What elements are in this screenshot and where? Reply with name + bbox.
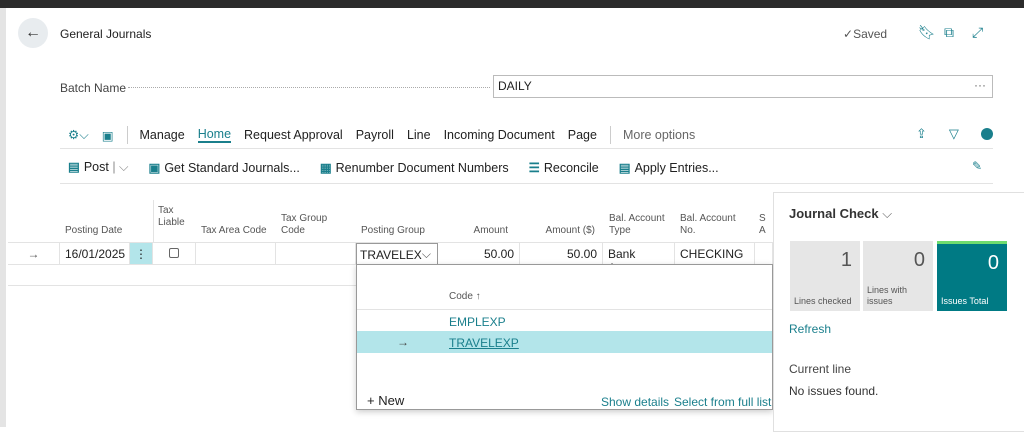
pin-icon[interactable]: ✎: [972, 159, 983, 173]
journal-check-panel: [773, 192, 1024, 432]
left-strip: [0, 8, 6, 427]
menu-line[interactable]: Line: [406, 128, 431, 142]
col-bal-no[interactable]: Bal. Account No.: [680, 213, 736, 236]
renumber-icon: ▦: [319, 160, 332, 175]
renumber-button[interactable]: ▦ Renumber Document Numbers: [319, 160, 509, 175]
col-tax-area[interactable]: Tax Area Code: [201, 225, 267, 236]
info-icon[interactable]: [980, 128, 993, 140]
amount-usd-cell[interactable]: 50.00: [520, 243, 603, 265]
show-details-link[interactable]: Show details: [601, 395, 670, 409]
divider: [60, 183, 993, 184]
actions-icon[interactable]: ⚙︎⌵: [68, 128, 89, 142]
col-amount-usd[interactable]: Amount ($): [545, 225, 595, 236]
divider: [8, 242, 773, 243]
divider: [153, 200, 154, 242]
share-icon[interactable]: ⇪: [916, 126, 927, 141]
menu-page[interactable]: Page: [567, 128, 597, 142]
posting-group-lookup: Code ↑ EMPLEXP → TRAVELEXP + New Show de…: [356, 264, 773, 410]
col-s[interactable]: S A: [759, 213, 766, 236]
action-menu: ⚙︎⌵ ▣ Manage Home Request Approval Payro…: [68, 126, 708, 144]
bal-no-cell[interactable]: CHECKING: [675, 243, 755, 265]
check-icon: ✓: [843, 27, 854, 41]
refresh-link[interactable]: Refresh: [789, 322, 832, 336]
menu-payroll[interactable]: Payroll: [355, 128, 394, 142]
journal-icon: ▣: [148, 160, 161, 175]
col-amount[interactable]: Amount: [473, 225, 508, 236]
dotted-leader: [128, 87, 490, 88]
more-icon[interactable]: ···: [974, 78, 986, 92]
posting-group-select[interactable]: TRAVELEX ⌵: [356, 243, 438, 265]
menu-more-options[interactable]: More options: [622, 128, 696, 142]
apply-entries-button[interactable]: ▤ Apply Entries...: [618, 160, 719, 175]
tile-lines-checked[interactable]: 1 Lines checked: [790, 241, 860, 311]
bookmark-icon[interactable]: 🔖︎: [918, 24, 936, 40]
action-bar: ▤ Post | ⌵ ▣ Get Standard Journals... ▦ Ren…: [68, 159, 739, 175]
saved-status: ✓Saved: [843, 27, 888, 41]
current-line-label: Current line: [789, 362, 852, 376]
row-indicator-arrow-icon: →: [8, 243, 60, 265]
amount-cell[interactable]: 50.00: [438, 243, 520, 265]
tax-area-cell[interactable]: [196, 243, 276, 265]
apply-icon: ▤: [618, 160, 631, 175]
post-icon: ▤: [68, 160, 80, 174]
current-line-text: No issues found.: [789, 384, 879, 398]
menu-request-approval[interactable]: Request Approval: [244, 128, 343, 142]
col-bal-type[interactable]: Bal. Account Type: [609, 213, 665, 236]
chevron-down-icon[interactable]: | ⌵: [112, 160, 129, 174]
menu-incoming-document[interactable]: Incoming Document: [443, 128, 555, 142]
col-tax-group[interactable]: Tax Group Code: [281, 213, 328, 236]
divider: [60, 148, 993, 149]
select-full-list-link[interactable]: Select from full list: [674, 395, 772, 409]
arrow-left-icon: ←: [25, 24, 41, 41]
option-travelexp-row[interactable]: → TRAVELEXP: [357, 331, 772, 353]
page-title: General Journals: [60, 27, 152, 41]
get-standard-journals-button[interactable]: ▣ Get Standard Journals...: [148, 160, 300, 175]
chevron-down-icon[interactable]: ⌵: [882, 206, 893, 221]
reconcile-icon: ☰: [528, 160, 540, 175]
chevron-down-icon[interactable]: ⌵: [421, 247, 431, 261]
reconcile-button[interactable]: ☰ Reconcile: [528, 160, 599, 175]
option-travelexp[interactable]: TRAVELEXP: [449, 336, 519, 350]
post-button[interactable]: ▤ Post | ⌵: [68, 160, 129, 174]
col-posting-date[interactable]: Posting Date: [65, 225, 123, 236]
divider: [357, 309, 772, 310]
bal-type-cell[interactable]: Bank Acco...: [603, 243, 675, 275]
top-bar: [0, 0, 1024, 8]
tax-liable-checkbox[interactable]: [153, 243, 196, 265]
batch-name-field[interactable]: DAILY ···: [493, 75, 993, 98]
menu-manage[interactable]: Manage: [139, 128, 185, 142]
code-column-header[interactable]: Code ↑: [449, 291, 481, 302]
open-new-window-icon[interactable]: ⧉: [944, 24, 954, 40]
divider: [126, 126, 128, 144]
tax-group-cell[interactable]: [276, 243, 356, 265]
batch-name-label: Batch Name: [60, 81, 127, 95]
tile-lines-with-issues[interactable]: 0 Lines with issues: [863, 241, 933, 311]
col-tax-liable[interactable]: Tax Liable: [158, 205, 185, 228]
divider: [8, 285, 356, 286]
posting-date-cell[interactable]: 16/01/2025: [60, 243, 130, 265]
s-cell[interactable]: [755, 243, 773, 265]
back-button[interactable]: ←: [18, 18, 48, 48]
journal-check-title[interactable]: Journal Check ⌵: [789, 206, 893, 221]
tile-issues-total[interactable]: 0 Issues Total: [937, 241, 1007, 311]
toolbar-right: ⇪ ▽: [916, 126, 993, 142]
col-posting-group[interactable]: Posting Group: [361, 225, 425, 236]
arrow-right-icon: →: [397, 335, 409, 349]
menu-home[interactable]: Home: [197, 127, 232, 143]
page-icon[interactable]: ▣: [101, 128, 114, 143]
row-menu-icon[interactable]: ⋮: [130, 243, 153, 265]
expand-icon[interactable]: ⤢: [972, 24, 984, 40]
plus-icon: +: [367, 393, 379, 408]
new-button[interactable]: + New: [367, 393, 405, 408]
filter-icon[interactable]: ▽: [948, 126, 959, 141]
divider: [609, 126, 611, 144]
option-emplexp[interactable]: EMPLEXP: [449, 315, 506, 329]
